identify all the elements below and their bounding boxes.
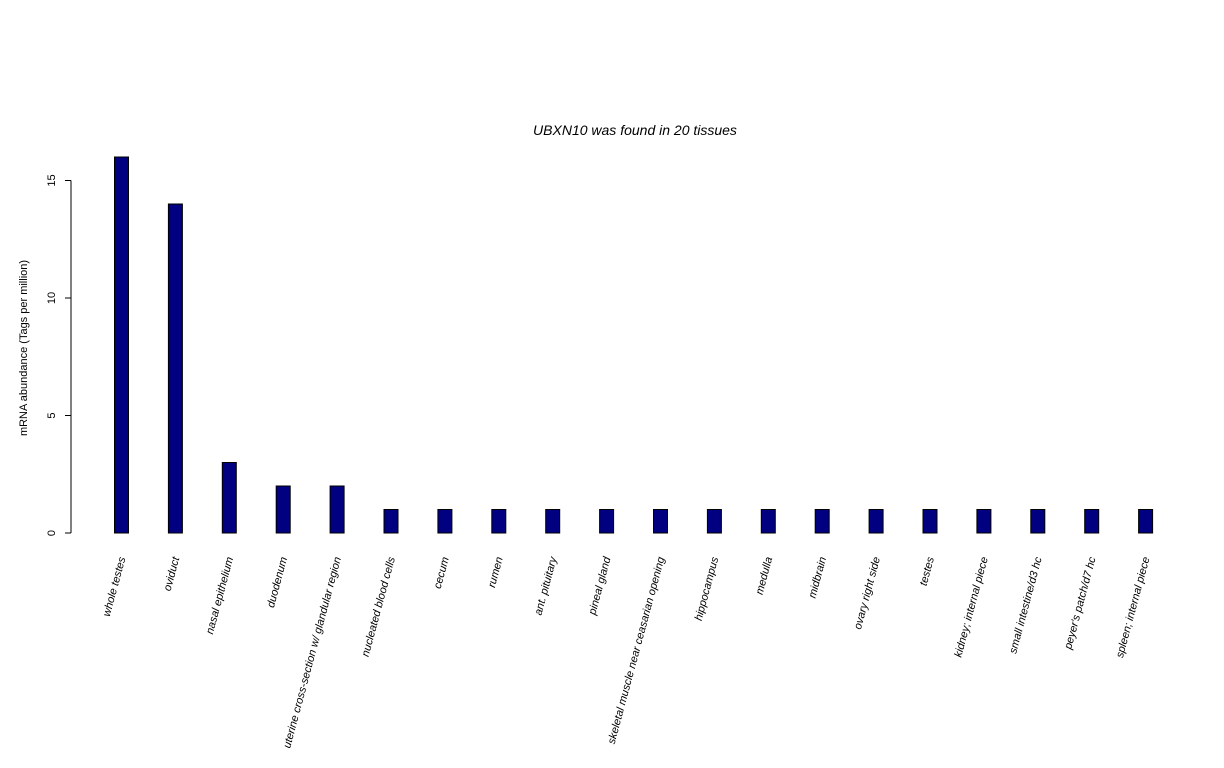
bar [1084, 509, 1100, 534]
category-labels-group: whole testes oviduct nasal epithelium duode… [101, 554, 1153, 749]
x-category-label: whole testes [101, 555, 129, 618]
y-axis-label: mRNA abundance (Tags per million) [18, 260, 30, 436]
bar [653, 509, 668, 534]
bar [491, 509, 507, 534]
x-category-label: oviduct [162, 555, 183, 593]
bars-group [114, 156, 1154, 534]
chart-title: UBXN10 was found in 20 tissues [533, 122, 737, 138]
x-category-label: medulla [754, 556, 776, 596]
x-category-label: peyer's patch/d7 hc [1062, 555, 1099, 651]
bar [114, 156, 129, 534]
x-category-label: testes [918, 555, 937, 587]
bar [275, 485, 291, 534]
x-category-label: hippocampus [693, 555, 722, 622]
y-tick-label: 10 [46, 292, 58, 304]
x-category-label: ant. pituitary [532, 554, 559, 616]
x-category-label: uterine cross-section w/ glandular regio… [281, 556, 344, 750]
x-category-label: ovary right side [852, 556, 883, 631]
bar [706, 509, 722, 534]
x-category-label: skeletal muscle near ceasarian opening [606, 555, 668, 746]
x-category-label: small intestine/d3 hc [1007, 555, 1045, 655]
x-category-label: duodenum [265, 556, 290, 609]
bar [814, 509, 830, 534]
bar [545, 509, 561, 534]
x-category-label: nasal epithelium [204, 556, 236, 636]
y-tick-label: 0 [46, 530, 58, 536]
bar [1138, 509, 1154, 534]
bar [868, 509, 884, 534]
x-category-label: rumen [486, 556, 506, 589]
bar [760, 509, 776, 534]
bar [1030, 509, 1046, 534]
bar [221, 462, 237, 534]
bar [976, 509, 992, 534]
x-category-label: nucleated blood cells [360, 555, 398, 658]
bar [383, 509, 399, 534]
bar [437, 509, 453, 534]
bar [167, 203, 183, 534]
bar [599, 509, 615, 534]
x-category-label: spleen; internal piece [1114, 556, 1153, 660]
x-category-label: midbrain [807, 556, 830, 600]
x-category-label: cecum [432, 556, 452, 590]
bar [922, 509, 938, 534]
y-axis: 0 5 10 15 [46, 174, 72, 536]
y-tick-label: 5 [46, 412, 58, 418]
x-category-label: kidney; internal piece [952, 556, 990, 659]
bar [329, 485, 345, 534]
x-category-label: pineal gland [586, 555, 613, 617]
y-tick-label: 15 [46, 174, 58, 186]
